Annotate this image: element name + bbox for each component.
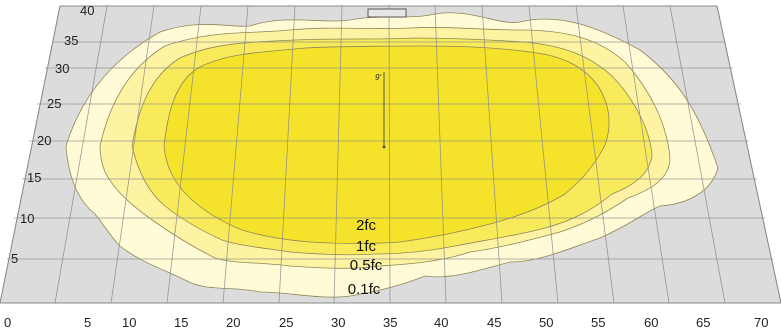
x-tick: 65 (696, 315, 710, 330)
label-0.5fc: 0.5fc (350, 257, 383, 274)
fixture-icon (367, 8, 407, 18)
y-tick: 40 (80, 3, 94, 18)
x-tick: 0 (4, 315, 11, 330)
contour-2fc (163, 45, 610, 244)
x-tick: 20 (226, 315, 240, 330)
x-tick: 60 (644, 315, 658, 330)
x-tick: 15 (174, 315, 188, 330)
mount-height-label: 9' (375, 73, 381, 82)
label-1fc: 1fc (356, 238, 377, 255)
x-tick: 70 (754, 315, 768, 330)
x-tick: 30 (331, 315, 345, 330)
y-tick: 5 (11, 251, 18, 266)
y-tick: 20 (37, 133, 51, 148)
x-tick: 55 (591, 315, 605, 330)
y-axis-ticks: 40 35 30 25 20 15 10 5 (11, 3, 94, 266)
x-tick: 50 (539, 315, 553, 330)
y-tick: 25 (47, 96, 61, 111)
label-0.1fc: 0.1fc (348, 281, 381, 298)
y-tick: 15 (27, 170, 41, 185)
x-tick: 40 (434, 315, 448, 330)
label-2fc: 2fc (356, 217, 377, 234)
grid-horizontal-lines (0, 5, 781, 304)
grid-vertical-lines (0, 5, 781, 304)
x-tick: 45 (487, 315, 501, 330)
x-tick: 25 (279, 315, 293, 330)
x-tick: 35 (383, 315, 397, 330)
x-axis-ticks: 0 5 10 15 20 25 30 35 40 45 50 55 60 65 … (4, 315, 768, 330)
y-tick: 30 (55, 61, 69, 76)
pole-base-marker (382, 145, 386, 149)
y-tick: 35 (64, 33, 78, 48)
x-tick: 5 (84, 315, 91, 330)
x-tick: 10 (122, 315, 136, 330)
y-tick: 10 (20, 211, 34, 226)
